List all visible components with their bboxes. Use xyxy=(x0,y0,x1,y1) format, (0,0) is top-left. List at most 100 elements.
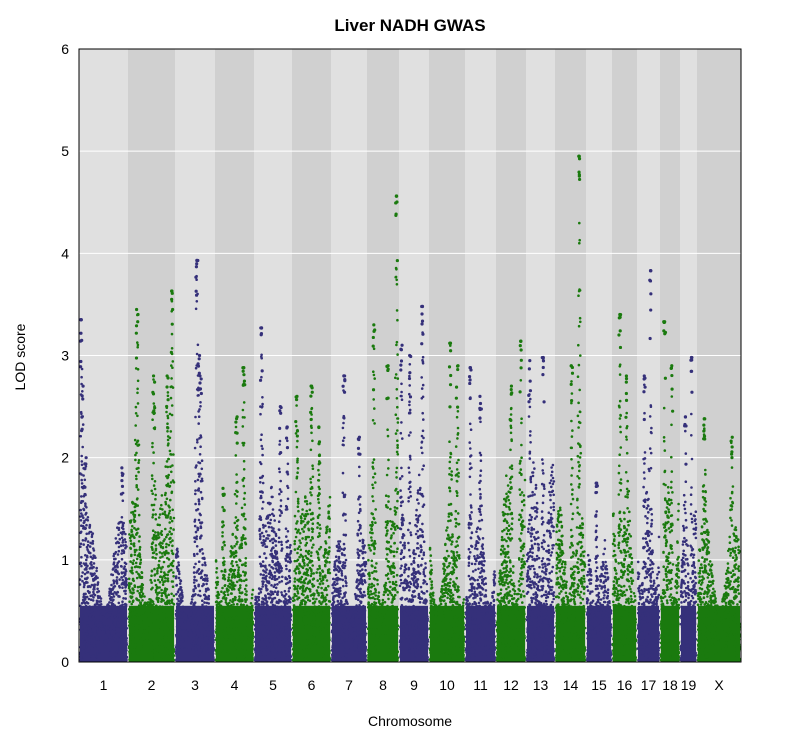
peak-point-chr-3 xyxy=(194,289,198,293)
series-chr-6 xyxy=(291,384,332,662)
x-tick-label: 4 xyxy=(231,677,239,693)
peak-point-chr-10 xyxy=(454,385,459,389)
top-point-chr-16 xyxy=(618,312,622,317)
peak-point-chr-X xyxy=(730,452,734,456)
top-point-chr-2 xyxy=(170,289,174,293)
series-chr-2 xyxy=(127,289,176,662)
y-tick-label: 4 xyxy=(61,245,69,261)
peak-point-chr-2 xyxy=(153,380,157,384)
peak-point-chr-2 xyxy=(169,350,173,354)
series-chr-X xyxy=(696,417,742,662)
y-tick-label: 1 xyxy=(61,552,69,568)
peak-point-chr-X xyxy=(730,450,734,454)
peak-point-chr-7 xyxy=(356,446,361,450)
peak-point-chr-1 xyxy=(81,397,85,401)
peak-point-chr-4 xyxy=(234,431,238,435)
peak-point-chr-9 xyxy=(400,343,404,347)
peak-point-chr-2 xyxy=(134,331,138,335)
peak-point-chr-11 xyxy=(468,381,472,386)
peak-point-chr-2 xyxy=(152,409,156,413)
peak-point-chr-5 xyxy=(279,451,283,455)
peak-point-chr-9 xyxy=(399,359,404,363)
peak-point-chr-12 xyxy=(519,348,523,352)
peak-point-chr-7 xyxy=(342,390,347,394)
peak-point-chr-5 xyxy=(285,446,290,450)
top-point-chr-17 xyxy=(648,269,653,273)
peak-point-chr-5 xyxy=(260,369,264,373)
y-axis-ticks: 0 1 2 3 4 5 6 xyxy=(61,41,69,670)
peak-point-chr-X xyxy=(703,437,707,441)
peak-point-chr-1 xyxy=(83,485,87,489)
peak-point-chr-13 xyxy=(541,365,545,370)
points-chr-18 xyxy=(659,366,681,662)
peak-point-chr-12 xyxy=(518,343,522,348)
points-chr-14 xyxy=(554,221,587,662)
x-tick-label: 7 xyxy=(345,677,353,693)
series-chr-19 xyxy=(679,355,698,662)
peak-point-chr-9 xyxy=(399,368,403,372)
peak-point-chr-8 xyxy=(394,201,398,205)
peak-point-chr-4 xyxy=(221,520,225,524)
peak-point-chr-8 xyxy=(371,388,376,392)
points-chr-1 xyxy=(78,367,129,662)
peak-point-chr-X xyxy=(730,456,734,460)
peak-point-chr-9 xyxy=(421,332,425,336)
peak-point-chr-2 xyxy=(136,320,140,324)
y-axis-label: LOD score xyxy=(12,323,28,390)
points-chr-16 xyxy=(611,363,638,662)
peak-point-chr-14 xyxy=(577,157,582,161)
peak-point-chr-19 xyxy=(690,358,694,362)
series-chr-14 xyxy=(554,154,587,662)
top-point-chr-14 xyxy=(577,154,581,158)
peak-point-chr-2 xyxy=(165,385,169,389)
peak-point-chr-3 xyxy=(199,377,203,381)
peak-point-chr-16 xyxy=(624,391,628,396)
y-tick-label: 2 xyxy=(61,450,69,466)
series-chr-18 xyxy=(659,320,681,662)
top-point-chr-19 xyxy=(689,355,694,360)
peak-point-chr-14 xyxy=(577,177,582,182)
points-chr-6 xyxy=(291,404,332,662)
peak-point-chr-4 xyxy=(234,417,239,421)
x-tick-label: 12 xyxy=(503,677,519,693)
x-tick-label: 14 xyxy=(563,677,579,693)
series-chr-15 xyxy=(585,481,613,662)
peak-point-chr-3 xyxy=(195,262,199,266)
x-axis-label: Chromosome xyxy=(368,713,452,729)
peak-point-chr-13 xyxy=(541,359,546,363)
peak-point-chr-9 xyxy=(409,354,413,359)
peak-point-chr-5 xyxy=(284,436,289,440)
top-point-chr-1 xyxy=(79,318,83,322)
peak-point-chr-3 xyxy=(197,353,202,358)
peak-point-chr-13 xyxy=(541,373,545,377)
peak-point-chr-1 xyxy=(80,338,84,342)
points-chr-7 xyxy=(330,389,368,662)
peak-point-chr-6 xyxy=(317,425,321,430)
x-tick-label: 8 xyxy=(379,677,387,693)
peak-point-chr-10 xyxy=(454,396,458,400)
x-tick-label: 10 xyxy=(439,677,455,693)
peak-point-chr-9 xyxy=(399,363,403,367)
peak-point-chr-12 xyxy=(519,358,523,362)
peak-point-chr-X xyxy=(702,423,706,427)
x-tick-label: 18 xyxy=(662,677,678,693)
peak-point-chr-4 xyxy=(241,369,245,373)
peak-point-chr-4 xyxy=(222,508,226,513)
peak-point-chr-10 xyxy=(456,405,460,409)
peak-point-chr-11 xyxy=(468,378,472,382)
points-chr-4 xyxy=(214,382,255,662)
peak-point-chr-12 xyxy=(519,366,523,370)
peak-point-chr-1 xyxy=(121,472,125,476)
peak-point-chr-4 xyxy=(235,441,239,445)
peak-point-chr-19 xyxy=(690,390,694,394)
peak-point-chr-8 xyxy=(394,213,398,218)
x-tick-label: 3 xyxy=(191,677,199,693)
x-tick-label: 13 xyxy=(533,677,549,693)
peak-point-chr-16 xyxy=(617,333,621,337)
top-point-chr-8 xyxy=(394,194,399,198)
peak-point-chr-5 xyxy=(278,409,282,413)
peak-point-chr-14 xyxy=(570,365,575,370)
peak-point-chr-10 xyxy=(447,365,452,369)
peak-point-chr-6 xyxy=(318,461,322,465)
